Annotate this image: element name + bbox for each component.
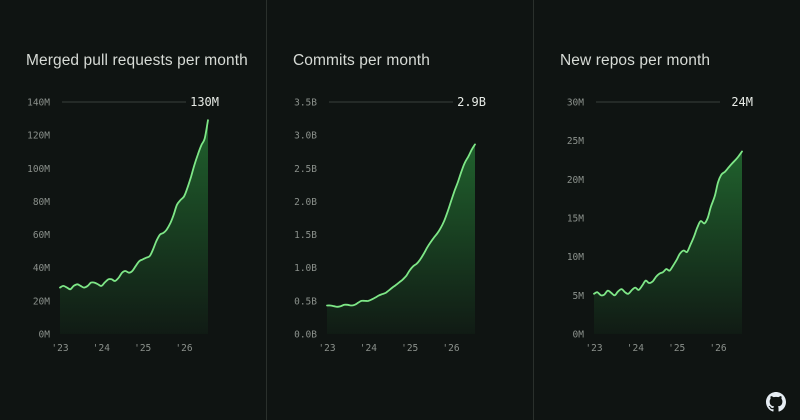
x-tick-label: '23 — [585, 343, 602, 354]
latest-value-callout: 2.9B — [457, 95, 486, 109]
series-area — [60, 120, 208, 334]
series-line — [59, 119, 209, 291]
y-tick-label: 1.0B — [294, 263, 317, 274]
series-line — [593, 150, 743, 297]
github-logo-icon[interactable] — [766, 392, 786, 412]
x-tick-label: '23 — [318, 343, 335, 354]
y-tick-label: 40M — [33, 263, 50, 274]
series-line — [326, 143, 476, 308]
x-tick-label: '24 — [360, 343, 377, 354]
y-tick-label: 0M — [39, 330, 51, 341]
y-tick-label: 25M — [567, 136, 584, 147]
panel-commits: Commits per month 0.0B 0.5B 1.0B 1.5B 2.0B 2.… — [267, 0, 533, 420]
y-tick-label: 5M — [573, 291, 585, 302]
y-tick-label: 80M — [33, 197, 50, 208]
x-tick-label: '24 — [627, 343, 644, 354]
y-tick-label: 3.5B — [294, 98, 317, 109]
new-repos-chart: 0M 5M 10M 15M 20M 25M 30M 24M '23 '24 '25 '26 — [567, 95, 753, 354]
panel-merged-prs: Merged pull requests per month 0M 20M 40M 6… — [0, 0, 266, 420]
x-tick-label: '25 — [134, 343, 151, 354]
panel-title: Merged pull requests per month — [26, 52, 248, 69]
merged-prs-chart: 0M 20M 40M 60M 80M 100M 120M 140M 130M '23 '24 '25 '… — [27, 95, 219, 354]
x-tick-label: '23 — [51, 343, 68, 354]
panel-title: New repos per month — [560, 52, 711, 69]
y-tick-label: 0.5B — [294, 296, 317, 307]
y-tick-label: 100M — [27, 164, 50, 175]
y-tick-label: 2.0B — [294, 197, 317, 208]
y-tick-label: 120M — [27, 131, 50, 142]
y-tick-label: 20M — [567, 175, 584, 186]
x-tick-label: '25 — [668, 343, 685, 354]
panel-title: Commits per month — [293, 52, 430, 69]
panel-divider — [533, 0, 534, 420]
series-area — [327, 144, 475, 334]
y-tick-label: 0.0B — [294, 330, 317, 341]
panel-divider — [266, 0, 267, 420]
panel-new-repos: New repos per month 0M 5M 10M 15M 20M 25M 30M 2… — [534, 0, 800, 420]
y-tick-label: 30M — [567, 98, 584, 109]
series-area — [594, 151, 742, 334]
y-tick-label: 1.5B — [294, 230, 317, 241]
latest-value-callout: 24M — [731, 95, 753, 109]
commits-chart: 0.0B 0.5B 1.0B 1.5B 2.0B 2.5B 3.0B 3.5B 2.9B '23 '… — [294, 95, 486, 354]
y-tick-label: 140M — [27, 98, 50, 109]
y-tick-label: 20M — [33, 296, 50, 307]
y-tick-label: 0M — [573, 330, 585, 341]
x-tick-label: '26 — [442, 343, 459, 354]
x-tick-label: '26 — [709, 343, 726, 354]
y-tick-label: 2.5B — [294, 164, 317, 175]
x-tick-label: '26 — [175, 343, 192, 354]
y-tick-label: 3.0B — [294, 131, 317, 142]
y-tick-label: 15M — [567, 214, 584, 225]
y-tick-label: 10M — [567, 252, 584, 263]
x-tick-label: '25 — [401, 343, 418, 354]
y-tick-label: 60M — [33, 230, 50, 241]
latest-value-callout: 130M — [190, 95, 219, 109]
x-tick-label: '24 — [93, 343, 110, 354]
